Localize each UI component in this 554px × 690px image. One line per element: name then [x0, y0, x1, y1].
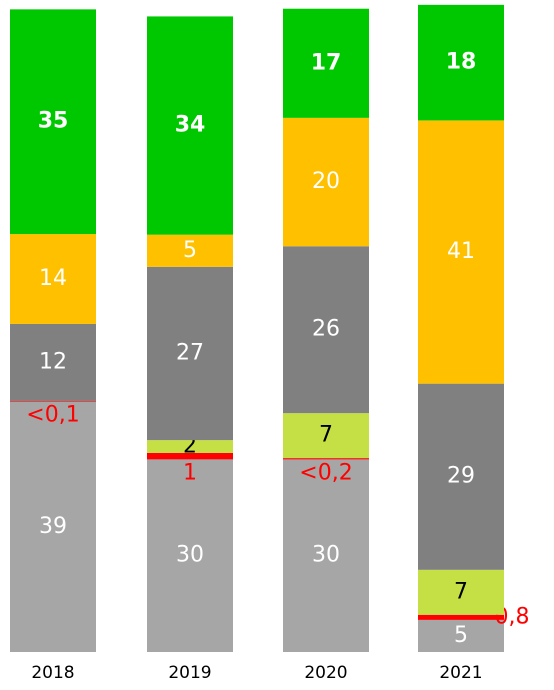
data-label: 39 [39, 514, 67, 539]
bar-segment [147, 234, 233, 267]
data-label: 35 [38, 109, 69, 134]
data-label: 26 [312, 317, 340, 342]
data-label: 41 [447, 239, 475, 264]
bar-segment [418, 4, 504, 121]
x-tick-label: 2020 [304, 663, 347, 683]
bar-segment [283, 117, 369, 247]
data-label: 30 [312, 543, 340, 568]
bar-segment [147, 16, 233, 235]
bar-segment [418, 619, 504, 652]
bar-segment [10, 401, 96, 652]
data-label: 17 [311, 50, 342, 75]
data-label: 7 [319, 423, 333, 448]
bar-segment [147, 452, 233, 460]
bar-segment [10, 9, 96, 235]
bar-segment [283, 246, 369, 414]
bar-segment [418, 614, 504, 620]
bar-segment [10, 234, 96, 324]
data-label: 1 [183, 460, 197, 485]
data-label: 30 [176, 543, 204, 568]
bar-segment [283, 413, 369, 459]
bar-segment [147, 440, 233, 453]
data-label: 29 [447, 464, 475, 489]
data-label: <0,2 [299, 460, 352, 485]
bar-segment [147, 266, 233, 441]
data-label: 27 [176, 340, 204, 365]
data-label: 12 [39, 349, 67, 374]
bar-segment [283, 459, 369, 652]
bar-segment [147, 459, 233, 652]
bar-segment [418, 383, 504, 570]
x-tick-label: 2019 [168, 663, 211, 683]
x-tick-label: 2018 [31, 663, 74, 683]
bar-segment [418, 569, 504, 615]
bar-segment [418, 120, 504, 384]
data-label: 5 [454, 623, 468, 648]
data-label: 7 [454, 579, 468, 604]
x-tick-label: 2021 [439, 663, 482, 683]
data-label: <0,1 [26, 403, 79, 428]
data-label: 20 [312, 169, 340, 194]
bar-segment [10, 400, 96, 402]
data-label: 14 [39, 266, 67, 291]
bar-segment [283, 458, 369, 460]
data-label: 18 [446, 50, 477, 75]
bar-segment [283, 8, 369, 118]
bar-segment [10, 323, 96, 401]
data-label: 5 [183, 238, 197, 263]
data-label: 34 [175, 113, 206, 138]
